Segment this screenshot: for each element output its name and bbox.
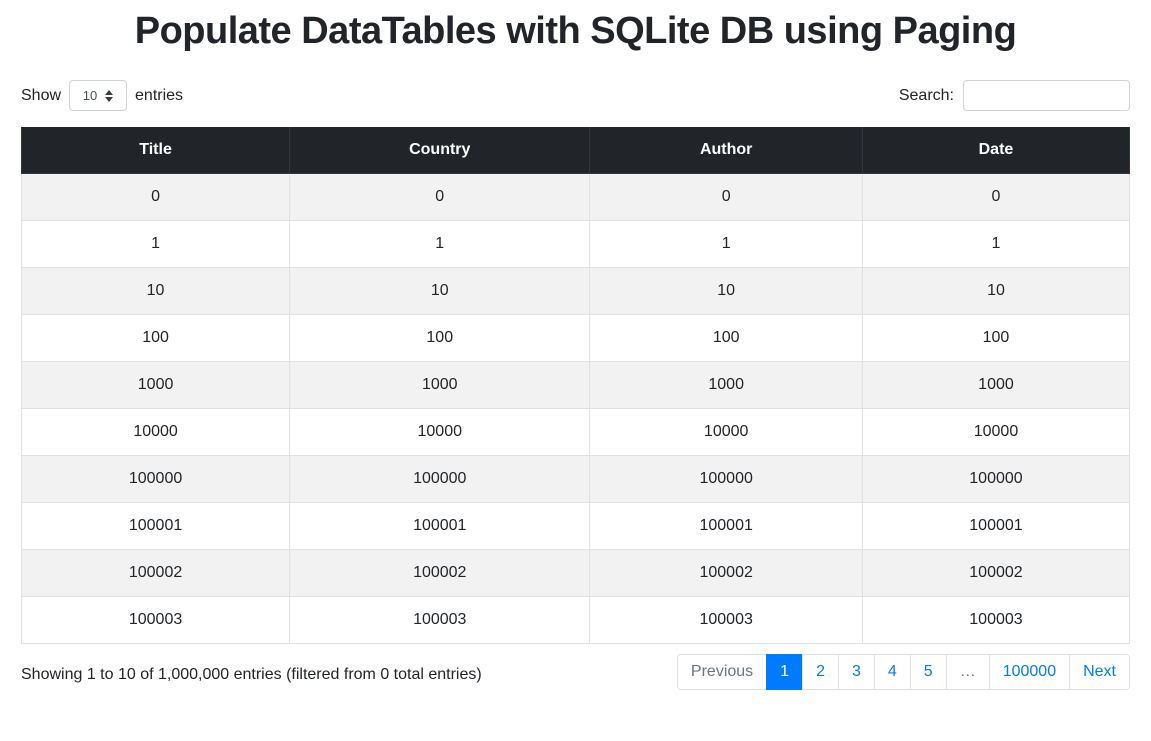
- table-cell: 0: [589, 173, 863, 221]
- search-label: Search:: [898, 86, 954, 104]
- page-5-button[interactable]: 5: [909, 654, 947, 690]
- table-cell: 100002: [20, 549, 291, 597]
- select-arrows-icon: [105, 89, 114, 102]
- table-cell: 1000: [20, 361, 291, 409]
- table-cell: 10: [589, 267, 863, 315]
- table-row: 10 10 10 10: [20, 267, 1131, 315]
- table-row: 10000 10000 10000 10000: [20, 408, 1131, 456]
- table-footer: Showing 1 to 10 of 1,000,000 entries (fi…: [21, 654, 1130, 690]
- table-cell: 10: [20, 267, 291, 315]
- table-cell: 100000: [20, 455, 291, 503]
- search-control: Search:: [899, 80, 1130, 111]
- column-header-title[interactable]: Title: [20, 127, 291, 174]
- page-1-button-link[interactable]: 1: [766, 654, 804, 690]
- table-info: Showing 1 to 10 of 1,000,000 entries (fi…: [21, 666, 482, 683]
- ellipsis-link: …: [945, 654, 990, 690]
- table-cell: 10000: [589, 408, 863, 456]
- table-cell: 100000: [289, 455, 591, 503]
- table-cell: 1000: [861, 361, 1131, 409]
- page-length-value: 10: [82, 88, 98, 103]
- page-100000-button[interactable]: 100000: [988, 654, 1071, 690]
- table-cell: 1: [289, 220, 591, 268]
- table-cell: 10000: [861, 408, 1131, 456]
- table-cell: 1000: [589, 361, 863, 409]
- pagination: Previous 1 2 3 4 5… 100000 Next: [676, 654, 1130, 690]
- page-100000-button-link[interactable]: 100000: [988, 654, 1071, 690]
- table-body: 0 0 0 0 1 1 1 1 10 10 10 10 100 100 100 100 1000 1000 1000…: [20, 173, 1131, 644]
- table-controls: Show 10 entries Search:: [21, 80, 1130, 111]
- column-header-author[interactable]: Author: [589, 127, 863, 174]
- table-cell: 1: [589, 220, 863, 268]
- table-cell: 100001: [861, 502, 1131, 550]
- entries-label: entries: [135, 86, 184, 104]
- table-cell: 100002: [289, 549, 591, 597]
- page-length-control: Show 10 entries: [21, 80, 183, 111]
- table-cell: 10: [861, 267, 1131, 315]
- table-head: Title Country Author Date: [20, 127, 1131, 174]
- table-cell: 100002: [589, 549, 863, 597]
- table-cell: 0: [289, 173, 591, 221]
- table-cell: 100003: [589, 596, 863, 644]
- table-cell: 100: [589, 314, 863, 362]
- previous-button-link: Previous: [676, 654, 768, 690]
- page-3-button[interactable]: 3: [837, 654, 875, 690]
- table-cell: 1: [20, 220, 291, 268]
- page-2-button-link[interactable]: 2: [802, 654, 839, 690]
- table-cell: 10000: [20, 408, 291, 456]
- table-row: 100003 100003 100003 100003: [20, 596, 1131, 644]
- table-row: 100000 100000 100000 100000: [20, 455, 1131, 503]
- table-cell: 1000: [289, 361, 591, 409]
- table-cell: 100000: [589, 455, 863, 503]
- table-row: 100001 100001 100001 100001: [20, 502, 1131, 550]
- next-button[interactable]: Next: [1069, 654, 1130, 690]
- page-4-button[interactable]: 4: [873, 654, 911, 690]
- table-row: 100 100 100 100: [20, 314, 1131, 362]
- table-cell: 1: [861, 220, 1131, 268]
- page-3-button-link[interactable]: 3: [837, 654, 875, 690]
- page-1-button[interactable]: 1: [766, 654, 804, 690]
- table-cell: 100000: [861, 455, 1131, 503]
- table-cell: 0: [20, 173, 291, 221]
- table-cell: 100003: [289, 596, 591, 644]
- table-cell: 100001: [20, 502, 291, 550]
- page-container: Populate DataTables with SQLite DB using…: [0, 10, 1151, 690]
- show-label: Show: [21, 86, 62, 104]
- table-cell: 0: [861, 173, 1131, 221]
- page-5-button-link[interactable]: 5: [909, 654, 947, 690]
- next-button-link[interactable]: Next: [1069, 654, 1130, 690]
- previous-button: Previous: [676, 654, 768, 690]
- table-row: 100002 100002 100002 100002: [20, 549, 1131, 597]
- table-cell: 100: [20, 314, 291, 362]
- table-cell: 100: [861, 314, 1131, 362]
- table-cell: 100001: [589, 502, 863, 550]
- search-input[interactable]: [963, 80, 1130, 111]
- column-header-date[interactable]: Date: [861, 127, 1131, 174]
- data-table: Title Country Author Date 0 0 0 0 1 1 1 1 10 10 10 10 1…: [20, 127, 1131, 644]
- page-length-select[interactable]: 10: [69, 80, 128, 111]
- table-cell: 10: [289, 267, 591, 315]
- table-row: 1000 1000 1000 1000: [20, 361, 1131, 409]
- page-4-button-link[interactable]: 4: [873, 654, 911, 690]
- column-header-country[interactable]: Country: [289, 127, 591, 174]
- table-cell: 100002: [861, 549, 1131, 597]
- ellipsis: …: [945, 654, 990, 690]
- table-cell: 100: [289, 314, 591, 362]
- table-cell: 100003: [861, 596, 1131, 644]
- table-header-row: Title Country Author Date: [20, 127, 1131, 174]
- page-title: Populate DataTables with SQLite DB using…: [134, 10, 1017, 52]
- table-cell: 100003: [20, 596, 291, 644]
- table-cell: 10000: [289, 408, 591, 456]
- table-cell: 100001: [289, 502, 591, 550]
- page-2-button[interactable]: 2: [802, 654, 839, 690]
